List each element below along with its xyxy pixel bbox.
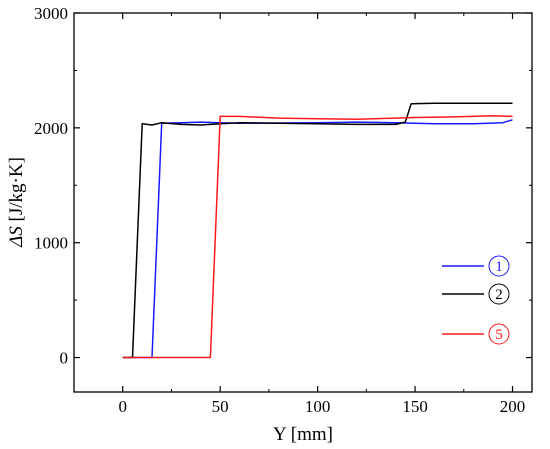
x-tick-label: 200	[500, 397, 526, 416]
y-tick-label: 2000	[34, 119, 68, 138]
legend-label-2: 2	[495, 287, 503, 303]
legend-marker-circle	[488, 255, 510, 277]
y-tick-label: 0	[60, 349, 69, 368]
legend: 1 2 5	[442, 255, 510, 345]
series-layer	[122, 102, 513, 359]
series-line-1	[122, 119, 513, 359]
y-tick-label: 3000	[34, 4, 68, 23]
series-line-2	[122, 102, 513, 359]
x-tick-label: 50	[212, 397, 229, 416]
y-axis-label-unit: [J/kg·K]	[6, 157, 27, 226]
x-axis-label: Y [mm]	[273, 424, 333, 445]
y-axis-label: ΔS [J/kg·K]	[6, 157, 27, 248]
legend-marker-circle	[488, 283, 510, 305]
x-tick-label: 150	[402, 397, 428, 416]
plot-frame	[73, 12, 533, 393]
legend-label-5: 5	[495, 327, 503, 343]
legend-label-1: 1	[495, 259, 503, 275]
x-tick-label: 0	[118, 397, 127, 416]
legend-marker-circle	[488, 323, 510, 345]
series-line-5	[122, 115, 513, 359]
y-axis-label-symbol: ΔS	[6, 226, 27, 248]
x-tick-label: 100	[305, 397, 331, 416]
y-tick-label: 1000	[34, 234, 68, 253]
